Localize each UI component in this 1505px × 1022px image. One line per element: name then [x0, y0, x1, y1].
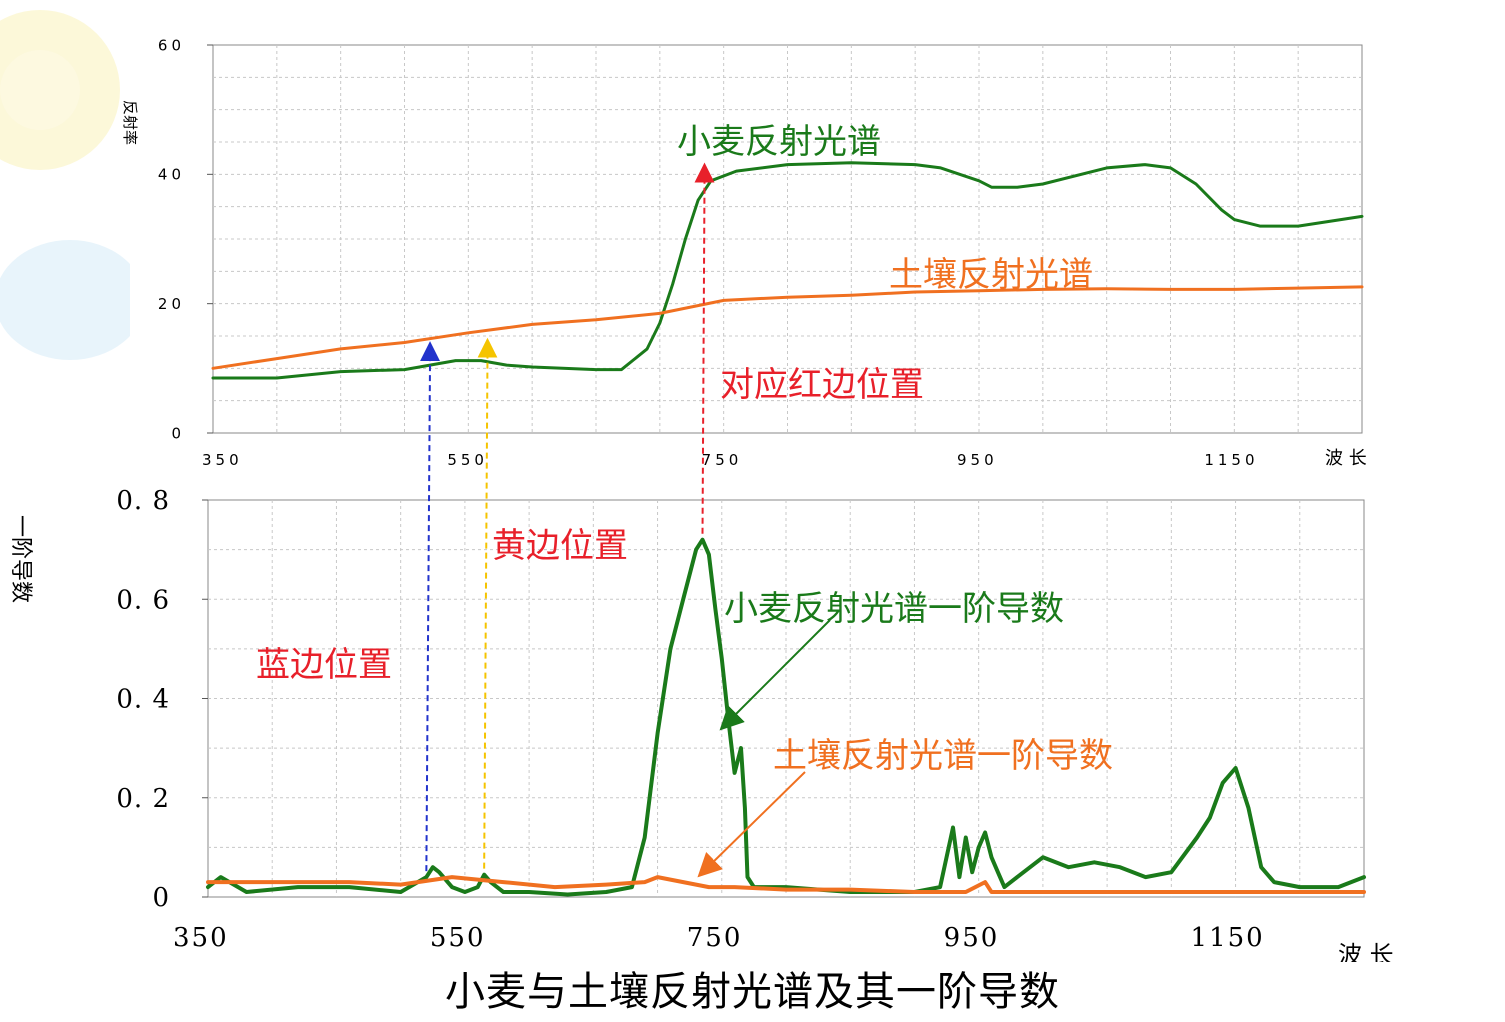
x-tick-label: 550: [447, 451, 488, 469]
wheat-derivative-label: 小麦反射光谱一阶导数: [724, 589, 1064, 629]
bottom-x-axis-label: 波 长: [1338, 941, 1394, 962]
y-tick-label: 40: [158, 166, 185, 184]
top-y-axis-label: 反射率: [121, 100, 139, 145]
spectrum-figure: 350 550 750 950 1150 0 20 40 60 反射率 波 长 350 550 75…: [8, 36, 1394, 962]
bottom-grid: [208, 500, 1364, 897]
wheat-spectrum-label: 小麦反射光谱: [677, 122, 881, 162]
x-tick-label: 750: [702, 451, 743, 469]
top-tick-labels: 350 550 750 950 1150 0 20 40 60: [158, 36, 1258, 469]
edge-markers: [420, 162, 715, 872]
top-series: [211, 161, 1364, 380]
x-tick-label: 350: [202, 451, 243, 469]
soil-series-line: [206, 875, 1366, 894]
x-tick-label: 350: [173, 923, 229, 953]
y-tick-label: 0: [171, 424, 185, 442]
derivative-chart: 350 550 750 950 1150 0 0. 2 0. 4 0. 6 0. 8 一阶导数 波…: [8, 486, 1394, 962]
blue-edge-arrow: [420, 341, 441, 872]
top-grid: [213, 45, 1362, 433]
y-tick-label: 60: [158, 36, 185, 54]
wheat-series-line: [211, 161, 1364, 380]
soil-derivative-label: 土壤反射光谱一阶导数: [773, 736, 1113, 776]
bottom-y-axis-label: 一阶导数: [8, 515, 33, 603]
y-tick-label: 0. 6: [116, 585, 170, 615]
bottom-series: [206, 537, 1366, 897]
y-tick-label: 0: [152, 883, 170, 913]
top-x-axis-label: 波 长: [1325, 448, 1367, 469]
reflectance-chart: 350 550 750 950 1150 0 20 40 60 反射率 波 长: [121, 36, 1367, 469]
soil-derivative-pointer: [697, 771, 806, 878]
wheat-derivative-pointer: [719, 619, 831, 731]
x-tick-label: 750: [687, 923, 743, 953]
yellow-edge-label: 黄边位置: [492, 526, 628, 566]
x-tick-label: 550: [430, 923, 486, 953]
red-edge-label: 对应红边位置: [720, 365, 924, 405]
x-tick-label: 950: [944, 923, 1000, 953]
bottom-tick-labels: 350 550 750 950 1150 0 0. 2 0. 4 0. 6 0. 8: [116, 486, 1265, 953]
y-tick-label: 20: [158, 295, 185, 313]
y-tick-label: 0. 8: [116, 486, 170, 516]
soil-spectrum-label: 土壤反射光谱: [889, 255, 1093, 295]
blue-edge-label: 蓝边位置: [256, 645, 392, 685]
wheat-series-line: [206, 537, 1366, 897]
x-tick-label: 1150: [1204, 451, 1258, 469]
page-title: 小麦与土壤反射光谱及其一阶导数: [445, 969, 1060, 1015]
x-tick-label: 950: [957, 451, 998, 469]
red-edge-arrow: [694, 162, 715, 534]
yellow-edge-arrow: [477, 337, 498, 869]
y-tick-label: 0. 4: [116, 685, 170, 715]
soil-series-line: [211, 285, 1364, 370]
y-tick-label: 0. 2: [116, 784, 170, 814]
x-tick-label: 1150: [1191, 923, 1265, 953]
